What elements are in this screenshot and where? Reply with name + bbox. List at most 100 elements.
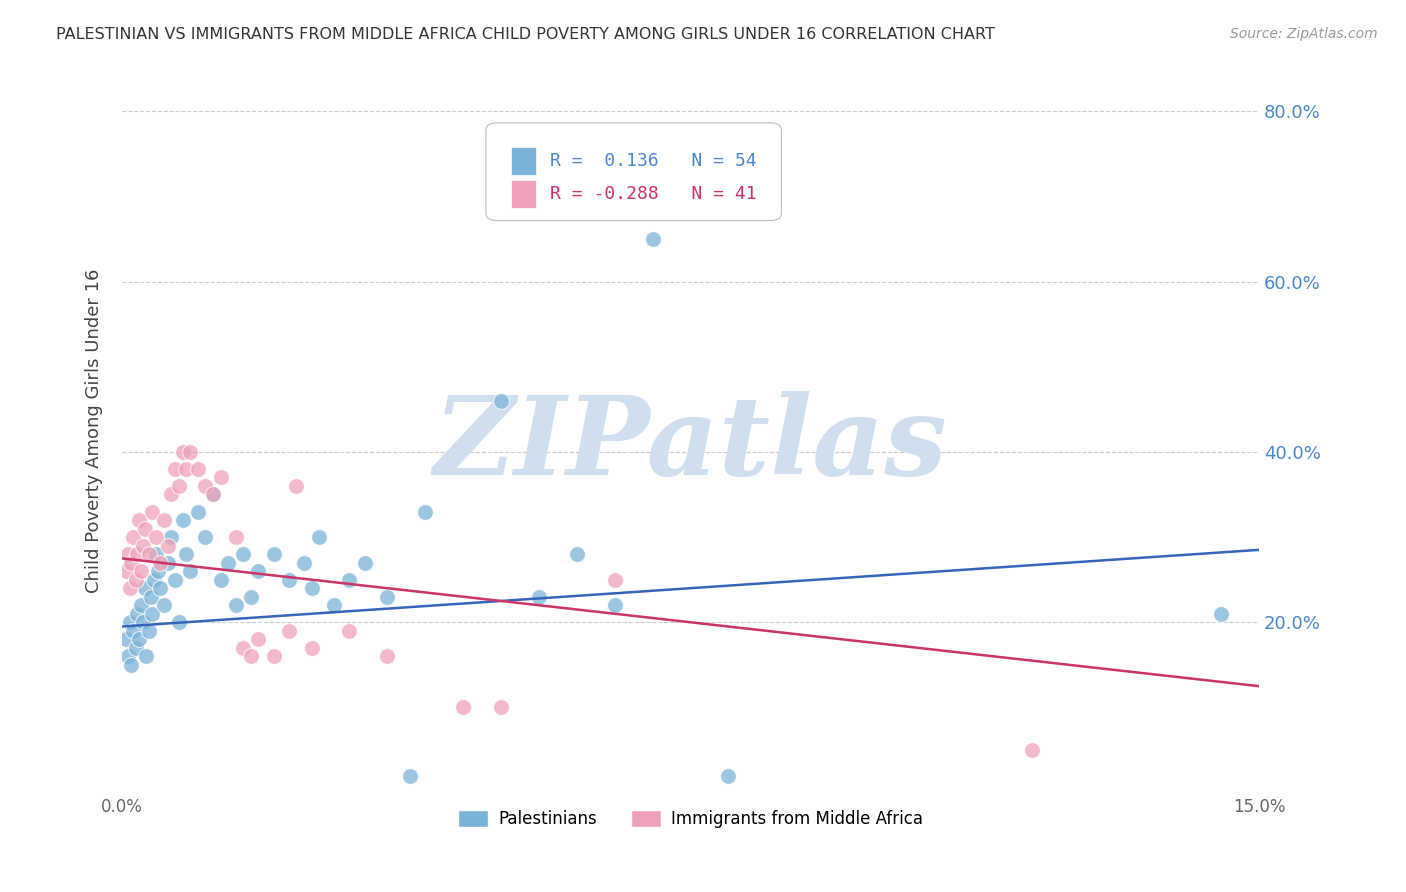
Point [232, 640, 254, 655]
Point [141, 607, 163, 621]
Point [413, 504, 436, 518]
Point [176, 462, 198, 476]
Point [165, 462, 187, 476]
Point [176, 547, 198, 561]
Text: R = -0.288   N = 41: R = -0.288 N = 41 [550, 185, 756, 202]
Point [1209, 607, 1232, 621]
Point [172, 445, 194, 459]
Point [201, 487, 224, 501]
Point [167, 479, 190, 493]
Point [179, 445, 201, 459]
Point [277, 624, 299, 638]
Point [149, 556, 172, 570]
Point [134, 581, 156, 595]
Point [194, 479, 217, 493]
Point [172, 513, 194, 527]
Point [239, 649, 262, 664]
Legend: Palestinians, Immigrants from Middle Africa: Palestinians, Immigrants from Middle Afr… [451, 804, 929, 835]
Point [285, 479, 308, 493]
Point [225, 599, 247, 613]
Point [115, 632, 138, 647]
Point [375, 649, 398, 664]
Point [129, 564, 152, 578]
Point [451, 700, 474, 714]
Point [247, 632, 270, 647]
Point [232, 547, 254, 561]
Point [263, 547, 285, 561]
FancyBboxPatch shape [486, 123, 782, 220]
FancyBboxPatch shape [510, 180, 536, 208]
Point [323, 599, 346, 613]
Point [135, 649, 157, 664]
Point [263, 649, 285, 664]
Point [179, 564, 201, 578]
Point [167, 615, 190, 630]
Point [128, 513, 150, 527]
Point [527, 590, 550, 604]
Point [118, 615, 141, 630]
Point [641, 232, 664, 246]
Point [129, 599, 152, 613]
Point [125, 573, 148, 587]
Point [160, 530, 183, 544]
Point [120, 556, 142, 570]
Point [127, 607, 149, 621]
Point [209, 573, 232, 587]
Point [239, 590, 262, 604]
Point [118, 581, 141, 595]
Point [138, 547, 160, 561]
Point [115, 564, 138, 578]
Point [139, 590, 162, 604]
Point [217, 556, 239, 570]
Point [156, 556, 179, 570]
Point [603, 573, 626, 587]
Point [142, 573, 165, 587]
Point [122, 624, 145, 638]
Point [125, 640, 148, 655]
Point [117, 649, 139, 664]
Point [308, 530, 330, 544]
Point [209, 470, 232, 484]
Point [339, 624, 361, 638]
Point [187, 504, 209, 518]
Point [717, 769, 740, 783]
Text: PALESTINIAN VS IMMIGRANTS FROM MIDDLE AFRICA CHILD POVERTY AMONG GIRLS UNDER 16 : PALESTINIAN VS IMMIGRANTS FROM MIDDLE AF… [56, 27, 995, 42]
Point [152, 599, 174, 613]
Point [301, 640, 323, 655]
Point [247, 564, 270, 578]
Point [301, 581, 323, 595]
Point [148, 564, 170, 578]
Point [489, 393, 512, 408]
Point [353, 556, 375, 570]
Point [194, 530, 217, 544]
Point [160, 487, 183, 501]
Point [277, 573, 299, 587]
Text: ZIPatlas: ZIPatlas [433, 392, 948, 499]
Point [603, 599, 626, 613]
Point [201, 487, 224, 501]
Point [134, 522, 156, 536]
Text: Source: ZipAtlas.com: Source: ZipAtlas.com [1230, 27, 1378, 41]
Point [138, 624, 160, 638]
Point [187, 462, 209, 476]
Point [375, 590, 398, 604]
Point [1021, 743, 1043, 757]
Point [225, 530, 247, 544]
Point [149, 581, 172, 595]
Point [489, 700, 512, 714]
Point [292, 556, 315, 570]
Point [145, 547, 167, 561]
Point [120, 657, 142, 672]
Point [122, 530, 145, 544]
Point [132, 615, 155, 630]
Text: R =  0.136   N = 54: R = 0.136 N = 54 [550, 153, 756, 170]
Y-axis label: Child Poverty Among Girls Under 16: Child Poverty Among Girls Under 16 [86, 268, 103, 593]
Point [339, 573, 361, 587]
Point [117, 547, 139, 561]
Point [127, 547, 149, 561]
Point [128, 632, 150, 647]
Point [165, 573, 187, 587]
Point [152, 513, 174, 527]
Point [145, 530, 167, 544]
Point [156, 539, 179, 553]
